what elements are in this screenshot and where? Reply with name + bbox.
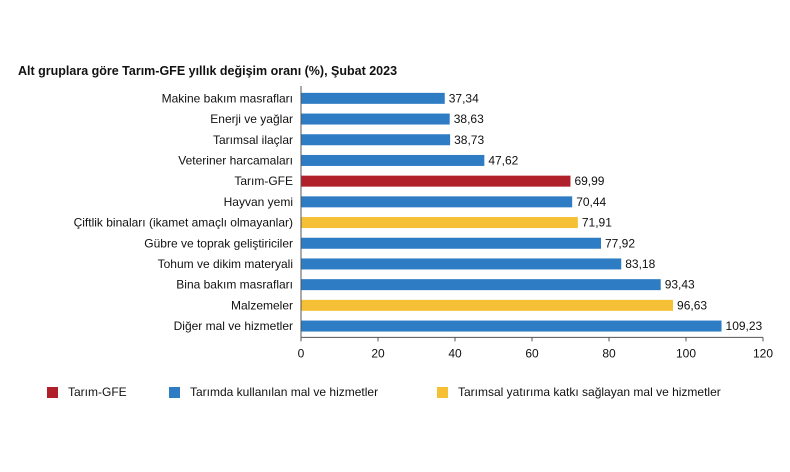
legend-label-tarim-gfe: Tarım-GFE [68,385,127,399]
bar [301,258,622,270]
bar [301,134,451,146]
legend-swatch-used-goods [169,386,180,398]
x-tick-label: 100 [676,346,696,360]
bar [301,299,674,311]
category-label: Veteriner harcamaları [178,153,293,167]
data-label: 37,34 [449,91,479,105]
legend-swatch-tarim-gfe [47,386,58,398]
category-label: Hayvan yemi [224,195,293,209]
category-label: Makine bakım masrafları [162,91,293,105]
data-label: 38,73 [454,133,484,147]
category-label: Enerji ve yağlar [210,112,293,126]
category-label: Gübre ve toprak geliştiriciler [144,236,293,250]
category-label: Diğer mal ve hizmetler [174,319,293,333]
category-label: Tarım-GFE [234,174,293,188]
legend-item-used-goods: Tarımda kullanılan mal ve hizmetler [169,384,378,400]
data-label: 70,44 [576,195,606,209]
x-tick-label: 80 [602,346,616,360]
data-label: 69,99 [574,174,604,188]
legend-item-investment-goods: Tarımsal yatırıma katkı sağlayan mal ve … [437,384,721,400]
bar [301,92,445,104]
legend-label-investment-goods: Tarımsal yatırıma katkı sağlayan mal ve … [458,385,721,399]
bar [301,175,571,187]
x-tick-label: 20 [371,346,385,360]
bar [301,320,722,332]
legend-label-used-goods: Tarımda kullanılan mal ve hizmetler [190,385,379,399]
legend-item-tarim-gfe: Tarım-GFE [47,384,127,400]
category-label: Çiftlik binaları (ikamet amaçlı olmayanl… [74,216,293,230]
x-tick-label: 40 [448,346,462,360]
bar [301,279,661,291]
data-label: 83,18 [625,257,655,271]
x-tick-label: 120 [753,346,773,360]
data-label: 93,43 [665,278,695,292]
data-label: 77,92 [605,236,635,250]
data-label: 38,63 [454,112,484,126]
bar [301,196,573,208]
bar [301,217,578,229]
bar [301,154,485,166]
x-tick-label: 60 [525,346,539,360]
bar [301,237,601,249]
chart-title: Alt gruplara göre Tarım-GFE yıllık değiş… [18,64,398,78]
legend-swatch-investment-goods [437,386,448,398]
data-label: 47,62 [488,153,518,167]
data-label: 109,23 [726,319,763,333]
category-label: Tarımsal ilaçlar [213,133,293,147]
data-label: 71,91 [582,216,612,230]
x-tick-label: 0 [298,346,305,360]
data-label: 96,63 [677,298,707,312]
category-label: Tohum ve dikim materyali [158,257,293,271]
category-label: Malzemeler [231,298,293,312]
category-label: Bina bakım masrafları [176,278,293,292]
bar [301,113,450,125]
